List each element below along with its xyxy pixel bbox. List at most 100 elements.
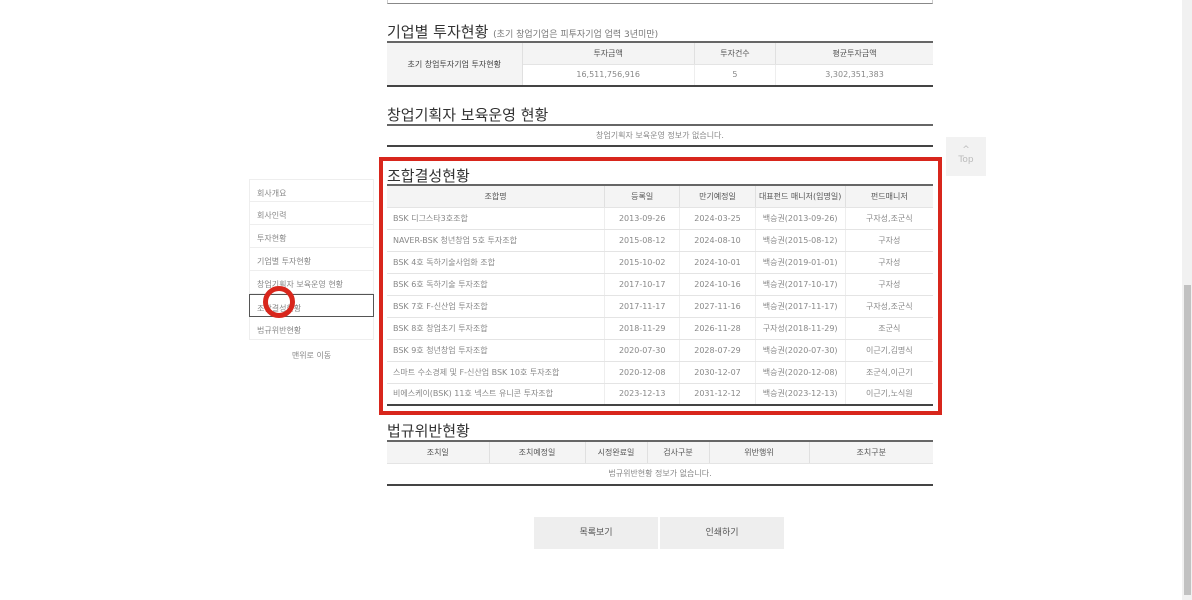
- fund-managers: 조군식,이근기: [845, 361, 933, 384]
- sidebar-item[interactable]: 법규위반현황: [249, 317, 374, 340]
- lead-manager: 백승권(2020-12-08): [755, 361, 846, 384]
- fund-name: 비에스케이(BSK) 11호 넥스트 유니콘 투자조합: [387, 383, 606, 406]
- fund-name: NAVER-BSK 청년창업 5호 투자조합: [387, 229, 606, 252]
- table-row: BSK 9호 청년창업 투자조합 2020-07-30 2028-07-29 백승권(…: [387, 339, 933, 362]
- register-date: 2017-10-17: [604, 273, 681, 296]
- table-row: 스마트 수소경제 및 F-신산업 BSK 10호 투자조합 2020-12-08 2…: [387, 361, 933, 384]
- sidebar-item[interactable]: 회사인력: [249, 202, 374, 225]
- register-date: 2015-10-02: [604, 251, 681, 274]
- col-header: 평균투자금액: [775, 42, 933, 65]
- fund-managers: 조군식: [845, 317, 933, 340]
- violations-table: 조치일 조치예정일 시정완료일 검사구분 위반행위 조치구분 법규위반현황 정보가 없습니…: [387, 440, 933, 486]
- fund-name: 스마트 수소경제 및 F-신산업 BSK 10호 투자조합: [387, 361, 606, 384]
- row-header: 초기 창업투자기업 투자현황: [387, 42, 523, 87]
- fund-name: BSK 디그스타3호조합: [387, 207, 606, 230]
- invest-amount: 16,511,756,916: [522, 64, 695, 87]
- lead-manager: 백승권(2017-10-17): [755, 273, 846, 296]
- col-header: 조치일: [387, 441, 490, 464]
- maturity-date: 2031-12-12: [679, 383, 756, 406]
- lead-manager: 백승권(2013-09-26): [755, 207, 846, 230]
- invest-by-company-table: 초기 창업투자기업 투자현황 투자금액 투자건수 평균투자금액 16,511,7…: [387, 41, 933, 87]
- col-header: 투자건수: [694, 42, 777, 65]
- col-header: 위반행위: [709, 441, 810, 464]
- fund-managers: 구자성,조군식: [845, 295, 933, 318]
- incubation-table: 창업기획자 보육운영 정보가 없습니다.: [387, 124, 933, 147]
- col-header: 검사구분: [647, 441, 710, 464]
- table-row: NAVER-BSK 청년창업 5호 투자조합 2015-08-12 2024-08-…: [387, 229, 933, 252]
- funds-title: 조합결성현황: [387, 167, 470, 185]
- subtitle: (초기 창업기업은 피투자기업 업력 3년미만): [493, 30, 659, 40]
- arrow-up-icon: ^: [962, 145, 970, 155]
- invest-count: 5: [694, 64, 777, 87]
- sidebar-nav: 회사개요 회사인력 투자현황 기업별 투자현황 창업기획자 보육운영 현황 조합결성현황 법…: [249, 179, 374, 361]
- register-date: 2013-09-26: [604, 207, 681, 230]
- col-header: 조치예정일: [489, 441, 586, 464]
- lead-manager: 백승권(2020-07-30): [755, 339, 846, 362]
- previous-table-bottom: [387, 0, 933, 4]
- maturity-date: 2024-03-25: [679, 207, 756, 230]
- table-row: 비에스케이(BSK) 11호 넥스트 유니콘 투자조합 2023-12-13 203…: [387, 383, 933, 406]
- violations-title: 법규위반현황: [387, 422, 470, 440]
- lead-manager: 백승권(2017-11-17): [755, 295, 846, 318]
- register-date: 2015-08-12: [604, 229, 681, 252]
- lead-manager: 백승권(2019-01-01): [755, 251, 846, 274]
- register-date: 2018-11-29: [604, 317, 681, 340]
- col-header: 투자금액: [522, 42, 695, 65]
- register-date: 2020-07-30: [604, 339, 681, 362]
- fund-managers: 이근기,노식원: [845, 383, 933, 406]
- table-row: BSK 6호 독하기술 투자조합 2017-10-17 2024-10-16 백승권(…: [387, 273, 933, 296]
- fund-name: BSK 8호 창업초기 투자조합: [387, 317, 606, 340]
- fund-name: BSK 4호 독하기술사업화 조합: [387, 251, 606, 274]
- maturity-date: 2027-11-16: [679, 295, 756, 318]
- top-button[interactable]: ^ Top: [946, 137, 986, 176]
- avg-invest-amount: 3,302,351,383: [775, 64, 933, 87]
- register-date: 2023-12-13: [604, 383, 681, 406]
- register-date: 2020-12-08: [604, 361, 681, 384]
- fund-name: BSK 6호 독하기술 투자조합: [387, 273, 606, 296]
- top-label: Top: [958, 155, 974, 165]
- list-button[interactable]: 목록보기: [534, 517, 658, 549]
- fund-managers: 구자성,조군식: [845, 207, 933, 230]
- fund-name: BSK 7호 F-신산업 투자조합: [387, 295, 606, 318]
- lead-manager: 백승권(2023-12-13): [755, 383, 846, 406]
- col-header: 조합명: [387, 185, 606, 208]
- col-header: 등록일: [604, 185, 681, 208]
- print-button[interactable]: 인쇄하기: [660, 517, 784, 549]
- empty-message: 법규위반현황 정보가 없습니다.: [387, 463, 933, 486]
- lead-manager: 백승권(2015-08-12): [755, 229, 846, 252]
- maturity-date: 2024-10-16: [679, 273, 756, 296]
- fund-managers: 구자성: [845, 273, 933, 296]
- register-date: 2017-11-17: [604, 295, 681, 318]
- maturity-date: 2026-11-28: [679, 317, 756, 340]
- maturity-date: 2030-12-07: [679, 361, 756, 384]
- sidebar-item[interactable]: 기업별 투자현황: [249, 248, 374, 271]
- invest-by-company-title: 기업별 투자현황 (초기 창업기업은 피투자기업 업력 3년미만): [387, 21, 658, 42]
- maturity-date: 2024-08-10: [679, 229, 756, 252]
- table-row: BSK 4호 독하기술사업화 조합 2015-10-02 2024-10-01 백승권…: [387, 251, 933, 274]
- col-header: 조치구분: [809, 441, 933, 464]
- fund-managers: 구자성: [845, 251, 933, 274]
- title-text: 기업별 투자현황: [387, 23, 489, 41]
- scrollbar-thumb[interactable]: [1184, 285, 1191, 595]
- table-row: BSK 디그스타3호조합 2013-09-26 2024-03-25 백승권(2013…: [387, 207, 933, 230]
- lead-manager: 구자성(2018-11-29): [755, 317, 846, 340]
- fund-name: BSK 9호 청년창업 투자조합: [387, 339, 606, 362]
- highlight-box: [379, 157, 942, 415]
- to-top-link[interactable]: 맨위로 이동: [291, 351, 332, 360]
- sidebar-item[interactable]: 회사개요: [249, 179, 374, 202]
- fund-managers: 이근기,김명식: [845, 339, 933, 362]
- table-row: BSK 8호 창업초기 투자조합 2018-11-29 2026-11-28 구자성(…: [387, 317, 933, 340]
- col-header: 대표펀드 매니저(임명일): [755, 185, 846, 208]
- maturity-date: 2028-07-29: [679, 339, 756, 362]
- col-header: 펀드매니저: [845, 185, 933, 208]
- sidebar-item[interactable]: 창업기획자 보육운영 현황: [249, 271, 374, 294]
- maturity-date: 2024-10-01: [679, 251, 756, 274]
- sidebar-item[interactable]: 투자현황: [249, 225, 374, 248]
- empty-message: 창업기획자 보육운영 정보가 없습니다.: [387, 125, 933, 147]
- funds-table: 조합명 등록일 만기예정일 대표펀드 매니저(임명일) 펀드매니저 BSK 디그스타3호…: [387, 184, 933, 406]
- col-header: 시정완료일: [585, 441, 648, 464]
- col-header: 만기예정일: [679, 185, 756, 208]
- click-marker: [263, 286, 295, 318]
- incubation-title: 창업기획자 보육운영 현황: [387, 106, 549, 124]
- table-row: BSK 7호 F-신산업 투자조합 2017-11-17 2027-11-16 백승권…: [387, 295, 933, 318]
